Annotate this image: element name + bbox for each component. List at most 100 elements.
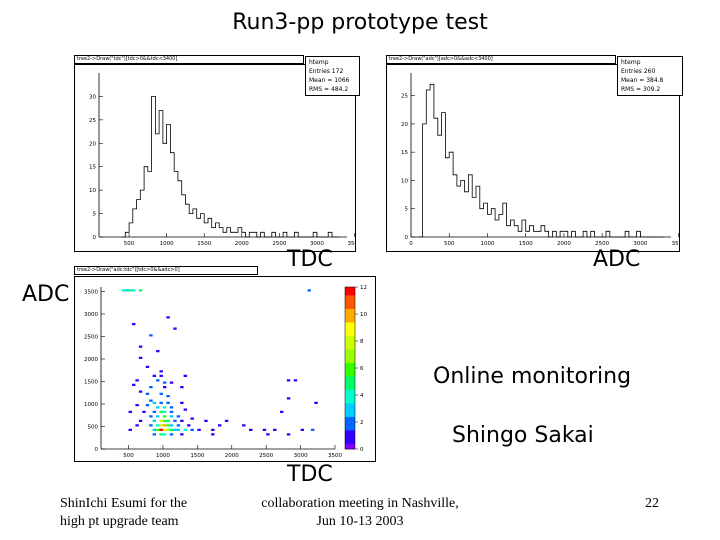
heatmap-y-tick-label: 0 <box>95 447 99 453</box>
tdc-y-tick-label: 0 <box>93 235 97 241</box>
tdc-y-tick-label: 15 <box>89 165 96 171</box>
colorbar-tick-label: 10 <box>360 312 367 318</box>
adc-x-tick-label: 0 <box>409 241 413 247</box>
tdc-stats-entries: Entries 172 <box>309 68 344 75</box>
adc-stats-name: htemp <box>621 59 641 66</box>
adc-x-tick-label: 2500 <box>595 241 609 247</box>
tdc-stats-rms: RMS = 484.2 <box>309 86 349 93</box>
heatmap-x-tick-label: 1500 <box>190 453 204 459</box>
footer-left: ShinIchi Esumi for the high pt upgrade t… <box>60 495 187 531</box>
adc-bin <box>510 220 514 237</box>
footer-left-line-2: high pt upgrade team <box>60 514 179 529</box>
heatmap-cell <box>314 401 318 404</box>
heatmap-cell <box>218 424 222 427</box>
heatmap-cell <box>135 424 139 427</box>
colorbar-segment <box>345 359 355 363</box>
colorbar-segment <box>345 438 355 442</box>
adc-bin <box>465 192 469 237</box>
heatmap-cell <box>159 392 163 395</box>
adc-bin <box>530 226 534 237</box>
heatmap-cell <box>162 428 167 431</box>
colorbar-segment <box>345 305 355 309</box>
adc-y-tick-label: 25 <box>401 94 408 100</box>
tdc-bin <box>133 209 137 237</box>
heatmap-x-tick-label: 3500 <box>328 453 342 459</box>
colorbar-segment <box>345 419 355 423</box>
tdc-bin <box>197 218 201 237</box>
tdc-histogram-chart: 500 1000 1500 2000 2500 3000 3500 0 5 10 15 20 25 30 <box>89 73 362 247</box>
heatmap-cell <box>180 419 184 422</box>
heatmap-cell <box>248 428 253 431</box>
colorbar-segment <box>345 335 355 339</box>
slide-title: Run3-pp prototype test <box>232 10 488 35</box>
heatmap-y-tick-label: 3500 <box>84 290 98 296</box>
adc-bin <box>495 220 499 237</box>
heatmap-cell <box>159 370 163 373</box>
heatmap-cell <box>273 428 277 431</box>
tdc-bin <box>125 232 129 237</box>
footer-left-line-1: ShinIchi Esumi for the <box>60 496 188 511</box>
heatmap-cell <box>173 327 177 330</box>
colorbar-segment <box>345 316 355 320</box>
tdc-x-tick-label: 1000 <box>160 241 174 247</box>
heatmap-cell <box>169 406 174 409</box>
colorbar-segment <box>345 338 355 342</box>
heatmap-cell <box>159 419 163 422</box>
heatmap-cell <box>156 415 160 418</box>
colorbar-segment <box>345 314 355 317</box>
tdc-bin <box>223 232 227 237</box>
adc-x-tick-label: 1000 <box>480 241 494 247</box>
heatmap-cell <box>152 433 157 436</box>
heatmap-cell <box>131 289 136 292</box>
tdc-hist-stats: htemp Entries 172 Mean = 1066 RMS = 484.… <box>305 56 360 96</box>
heatmap-cell <box>162 433 167 436</box>
colorbar-segment <box>345 343 355 347</box>
tdc-bin <box>231 232 235 237</box>
heatmap-cell <box>187 424 191 427</box>
adc-bin <box>572 231 576 237</box>
heatmap-cell <box>159 410 163 413</box>
heatmap-cell <box>224 419 229 422</box>
heatmap-x-tick-label: 500 <box>123 453 134 459</box>
tdc-bin <box>140 190 144 237</box>
tdc-x-tick-label: 3500 <box>348 241 355 247</box>
heatmap-cell <box>138 289 143 292</box>
adc-bin <box>438 135 442 237</box>
adc-x-tick-label: 2000 <box>557 241 571 247</box>
tdc-x-tick-label: 2000 <box>235 241 249 247</box>
adc-bin <box>533 231 537 237</box>
colorbar-segment <box>345 368 355 371</box>
adc-bin <box>487 214 491 237</box>
adc-stats-mean: Mean = 384.8 <box>621 77 664 84</box>
scatter-panel: 500 1000 1500 2000 2500 3000 3500 0 500 1000 1500 2… <box>74 276 376 462</box>
tdc-bin <box>219 228 223 237</box>
colorbar-segment <box>345 370 355 374</box>
heatmap-cell <box>169 433 174 436</box>
heatmap-cell <box>169 410 174 413</box>
colorbar-segment <box>345 435 355 439</box>
tdc-bin <box>313 232 317 237</box>
heatmap-cell <box>121 289 126 292</box>
heatmap-cell <box>166 316 170 319</box>
heatmap-cell <box>173 419 177 422</box>
adc-y-tick-label: 5 <box>405 207 409 213</box>
adc-bin <box>560 231 564 237</box>
adc-bin <box>507 226 511 237</box>
heatmap-cell <box>286 397 291 400</box>
heatmap-cell <box>162 424 167 427</box>
adc-bin <box>449 152 453 237</box>
adc-bin <box>461 180 465 237</box>
heatmap-cell <box>131 323 136 326</box>
adc-bin <box>480 209 484 237</box>
adc-bin <box>457 186 461 237</box>
heatmap-cell <box>149 399 153 402</box>
colorbar-segment <box>345 376 355 380</box>
adc-bin <box>426 90 430 237</box>
heatmap-cell <box>310 428 315 431</box>
heatmap-y-tick-label: 2500 <box>84 335 98 341</box>
tdc-bin <box>159 110 163 237</box>
heatmap-cell <box>293 379 298 382</box>
colorbar-segment <box>345 440 355 444</box>
colorbar-segment <box>345 319 355 323</box>
colorbar-segment <box>345 405 355 409</box>
